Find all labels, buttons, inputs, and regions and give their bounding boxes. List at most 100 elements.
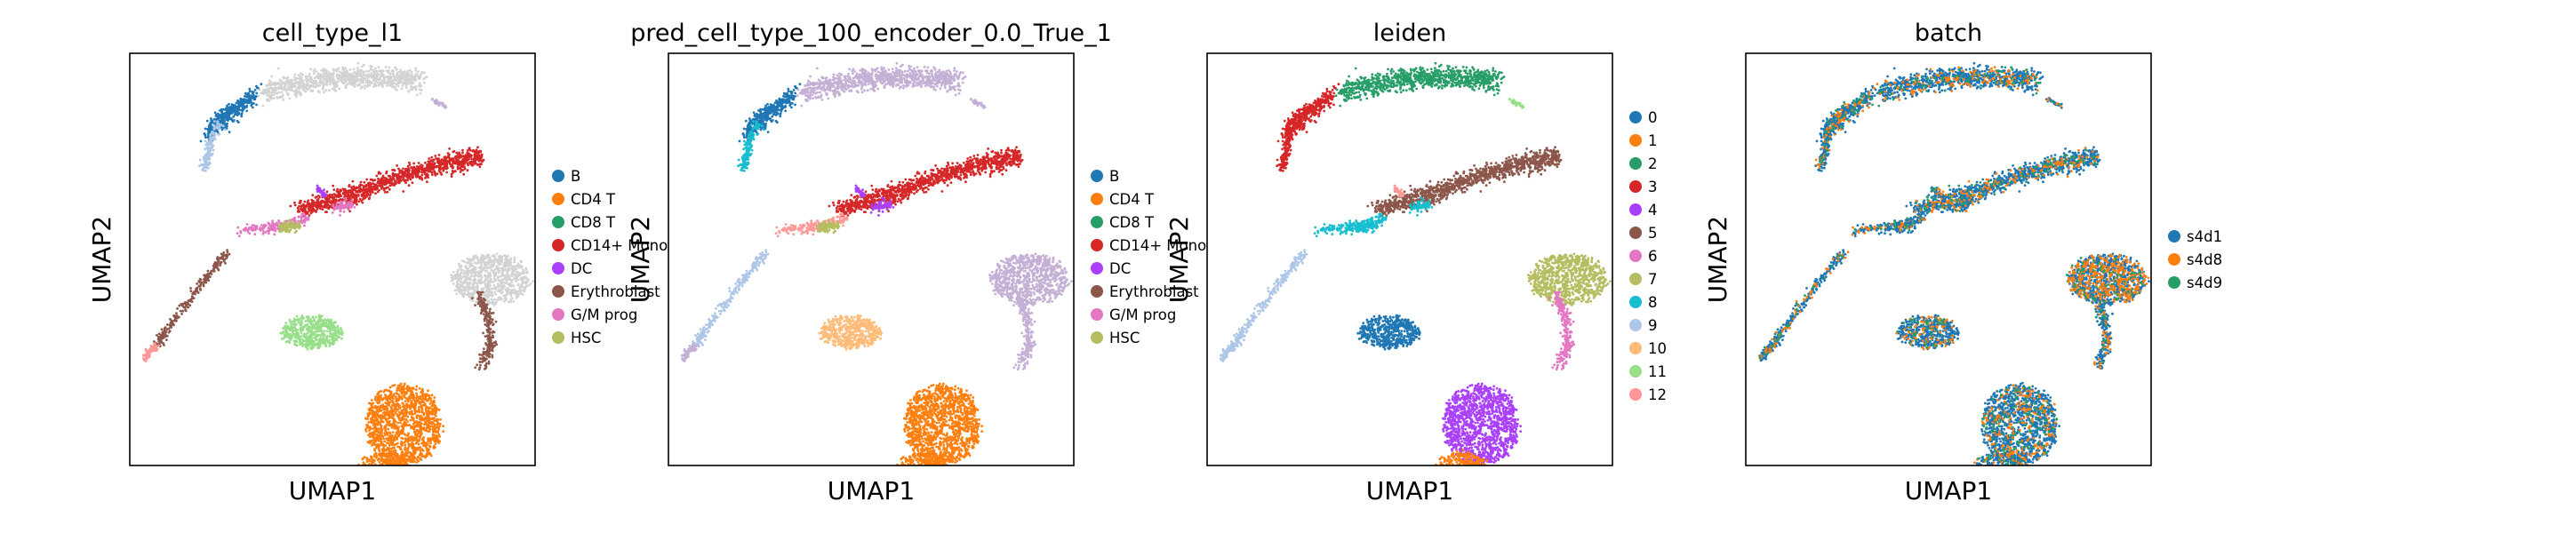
cell-point	[461, 148, 464, 152]
cell-point	[367, 185, 371, 188]
cell-point	[223, 258, 227, 261]
cell-point	[332, 332, 335, 335]
cell-point	[452, 274, 454, 277]
cell-point	[295, 314, 299, 318]
cell-point	[330, 326, 333, 330]
cell-point	[333, 202, 336, 204]
cell-point	[415, 170, 418, 173]
cell-point	[352, 83, 355, 86]
cell-point	[404, 84, 408, 87]
cell-point	[463, 275, 467, 278]
cell-point	[466, 162, 469, 165]
cell-point	[484, 303, 487, 306]
cell-point	[478, 280, 482, 283]
cell-point	[370, 75, 373, 78]
cell-point	[384, 76, 388, 78]
cell-point	[348, 194, 350, 197]
cell-point	[319, 207, 322, 211]
cell-point	[417, 175, 420, 179]
cell-point	[341, 187, 345, 191]
cell-point	[284, 335, 288, 338]
cell-point	[470, 267, 474, 271]
cell-point	[279, 96, 283, 99]
cell-point	[341, 71, 345, 75]
cell-point	[394, 85, 396, 89]
cell-point	[315, 321, 318, 324]
cell-point	[228, 252, 231, 256]
cell-point	[299, 72, 302, 76]
cell-point	[471, 258, 474, 261]
cell-point	[328, 345, 332, 347]
cell-point	[342, 68, 346, 71]
cell-point	[339, 331, 342, 334]
cell-point	[374, 192, 377, 195]
cell-point	[461, 155, 465, 158]
cell-point	[509, 298, 513, 301]
cell-point	[335, 69, 339, 73]
cell-point	[308, 322, 312, 324]
cell-point	[356, 67, 359, 69]
cell-point	[510, 290, 514, 294]
cell-point	[337, 67, 340, 70]
cell-point	[309, 76, 313, 80]
cell-point	[369, 64, 372, 68]
cell-point	[297, 74, 300, 77]
cell-point	[508, 264, 511, 267]
cell-point	[321, 208, 324, 211]
cell-point	[279, 84, 283, 87]
cell-point	[350, 203, 354, 205]
cell-point	[496, 282, 500, 286]
cell-point	[402, 190, 405, 193]
cell-point	[492, 336, 494, 339]
cell-point	[352, 68, 356, 71]
cell-point	[236, 99, 239, 102]
cell-point	[388, 72, 392, 76]
cell-point	[343, 187, 347, 191]
cell-point	[361, 77, 364, 81]
cell-point	[402, 178, 405, 180]
cell-point	[391, 85, 394, 89]
cell-point	[232, 115, 236, 118]
cell-point	[388, 84, 392, 87]
cell-point	[178, 304, 181, 307]
cell-point	[484, 308, 487, 312]
cell-point	[191, 296, 194, 299]
cell-point	[484, 290, 488, 292]
cell-point	[414, 67, 418, 70]
cell-point	[324, 345, 328, 347]
cell-point	[339, 210, 342, 213]
cell-point	[486, 292, 489, 296]
cell-point	[339, 74, 342, 77]
cell-point	[372, 191, 374, 194]
cell-point	[480, 310, 484, 314]
cell-point	[487, 315, 491, 318]
cell-point	[445, 161, 448, 164]
cell-point	[348, 185, 351, 188]
cell-point	[288, 219, 292, 222]
cell-point	[211, 119, 213, 123]
cell-point	[497, 266, 500, 270]
cell-point	[279, 225, 283, 228]
cell-point	[465, 271, 468, 274]
cell-point	[364, 69, 368, 73]
cell-point	[275, 91, 278, 95]
cell-point	[316, 187, 319, 191]
cell-point	[214, 115, 218, 117]
cell-point	[419, 91, 422, 95]
cell-point	[485, 311, 488, 314]
cell-point	[231, 120, 235, 123]
cell-point	[319, 73, 323, 76]
cell-point	[408, 163, 412, 166]
cell-point	[321, 314, 324, 317]
cell-point	[332, 208, 336, 211]
cell-point	[305, 335, 308, 338]
cell-point	[330, 336, 333, 338]
cell-point	[301, 345, 304, 347]
cell-point	[200, 281, 204, 284]
cell-point	[500, 272, 504, 275]
cell-point	[440, 158, 444, 162]
cell-point	[318, 84, 322, 87]
cell-point	[518, 289, 522, 292]
cell-point	[475, 150, 478, 154]
cell-point	[293, 343, 296, 346]
